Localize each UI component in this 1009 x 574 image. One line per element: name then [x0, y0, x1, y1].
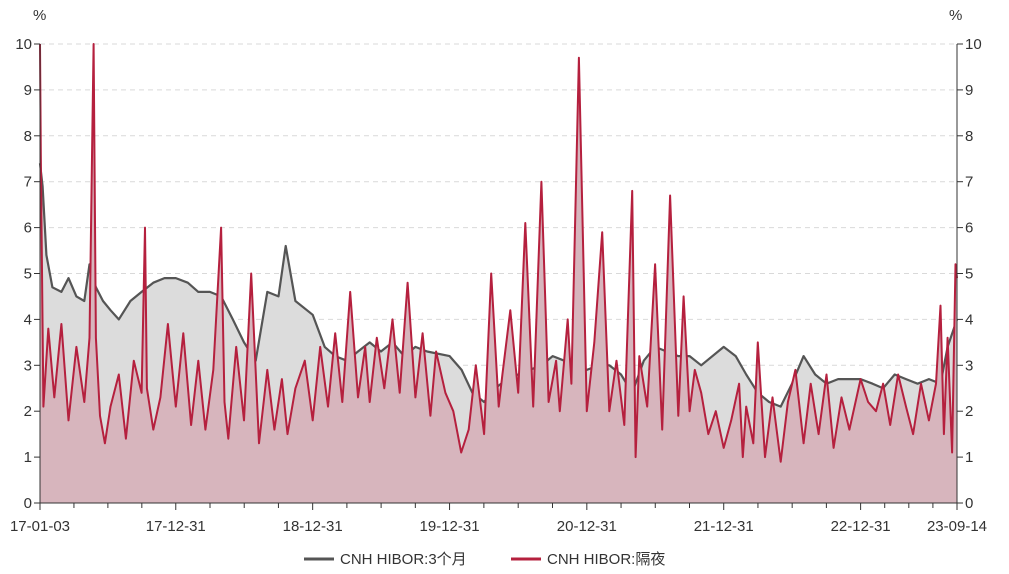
left-tick-label-9: 9: [24, 82, 32, 99]
right-tick-label-8: 8: [965, 128, 973, 145]
left-tick-label-7: 7: [24, 174, 32, 191]
right-tick-label-5: 5: [965, 266, 973, 283]
left-tick-label-3: 3: [24, 357, 32, 374]
right-tick-label-6: 6: [965, 220, 973, 237]
legend-label-three-month: CNH HIBOR:3个月: [340, 551, 467, 568]
left-tick-label-0: 0: [24, 495, 32, 512]
left-tick-label-1: 1: [24, 449, 32, 466]
axes: 0 0 1 1 2 2 3 3 4 4 5 5 6 6 7 7 8 8 9 9 10 10 17-01-03 17-12-31…: [10, 36, 987, 535]
left-tick-label-2: 2: [24, 403, 32, 420]
left-axis-unit: %: [33, 7, 46, 24]
right-tick-label-4: 4: [965, 311, 973, 328]
left-tick-label-6: 6: [24, 220, 32, 237]
right-tick-label-2: 2: [965, 403, 973, 420]
x-tick-label-3: 19-12-31: [420, 518, 480, 535]
left-tick-label-4: 4: [24, 311, 32, 328]
left-tick-label-10: 10: [15, 36, 32, 53]
x-tick-label-7: 23-09-14: [927, 518, 987, 535]
right-tick-label-7: 7: [965, 174, 973, 191]
legend-label-overnight: CNH HIBOR:隔夜: [547, 551, 665, 568]
right-tick-label-9: 9: [965, 82, 973, 99]
right-tick-label-1: 1: [965, 449, 973, 466]
x-tick-label-0: 17-01-03: [10, 518, 70, 535]
x-tick-label-2: 18-12-31: [283, 518, 343, 535]
plot-area: [38, 43, 959, 504]
left-tick-label-5: 5: [24, 266, 32, 283]
right-tick-label-0: 0: [965, 495, 973, 512]
right-tick-label-3: 3: [965, 357, 973, 374]
x-tick-label-5: 21-12-31: [694, 518, 754, 535]
x-tick-label-6: 22-12-31: [831, 518, 891, 535]
right-tick-label-10: 10: [965, 36, 982, 53]
x-tick-label-1: 17-12-31: [146, 518, 206, 535]
x-tick-label-4: 20-12-31: [557, 518, 617, 535]
legend: CNH HIBOR:3个月 CNH HIBOR:隔夜: [304, 551, 665, 568]
series-line-overnight: [39, 43, 958, 463]
right-axis-unit: %: [949, 7, 962, 24]
left-tick-label-8: 8: [24, 128, 32, 145]
